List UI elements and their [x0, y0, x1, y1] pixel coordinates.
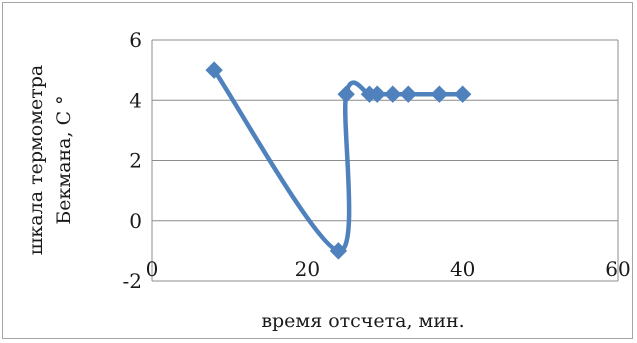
- y-axis-title: шкала термометра Бекмана, С °: [25, 65, 75, 255]
- x-tick-label: 60: [605, 257, 630, 281]
- y-tick-label: 2: [129, 149, 142, 173]
- y-tick-label: -2: [123, 269, 142, 293]
- y-axis-title-line: шкала термометра: [25, 65, 47, 255]
- data-point-marker: [205, 61, 223, 79]
- y-axis-title-line: Бекмана, С °: [53, 95, 75, 224]
- y-tick-label: 4: [129, 88, 142, 112]
- plot-area: [151, 40, 619, 281]
- data-point-marker: [368, 85, 386, 103]
- gridlines: [152, 39, 618, 282]
- chart-frame: [2, 2, 633, 339]
- data-point-marker: [399, 85, 418, 103]
- x-tick-labels: 0 20 40 60: [146, 257, 631, 281]
- data-point-marker: [329, 242, 348, 260]
- data-markers: [205, 61, 472, 260]
- x-axis-title: время отсчета, мин.: [261, 310, 464, 332]
- data-point-marker: [430, 85, 449, 103]
- y-tick-label: 6: [129, 28, 142, 52]
- x-tick-label: 20: [295, 257, 320, 281]
- data-point-marker: [453, 85, 472, 103]
- x-tick-label: 40: [450, 257, 475, 281]
- data-point-marker: [337, 85, 355, 103]
- data-point-marker: [384, 85, 402, 103]
- y-tick-labels: -2 0 2 4 6: [123, 28, 142, 293]
- x-tick-label: 0: [146, 257, 159, 281]
- y-tick-label: 0: [129, 209, 142, 233]
